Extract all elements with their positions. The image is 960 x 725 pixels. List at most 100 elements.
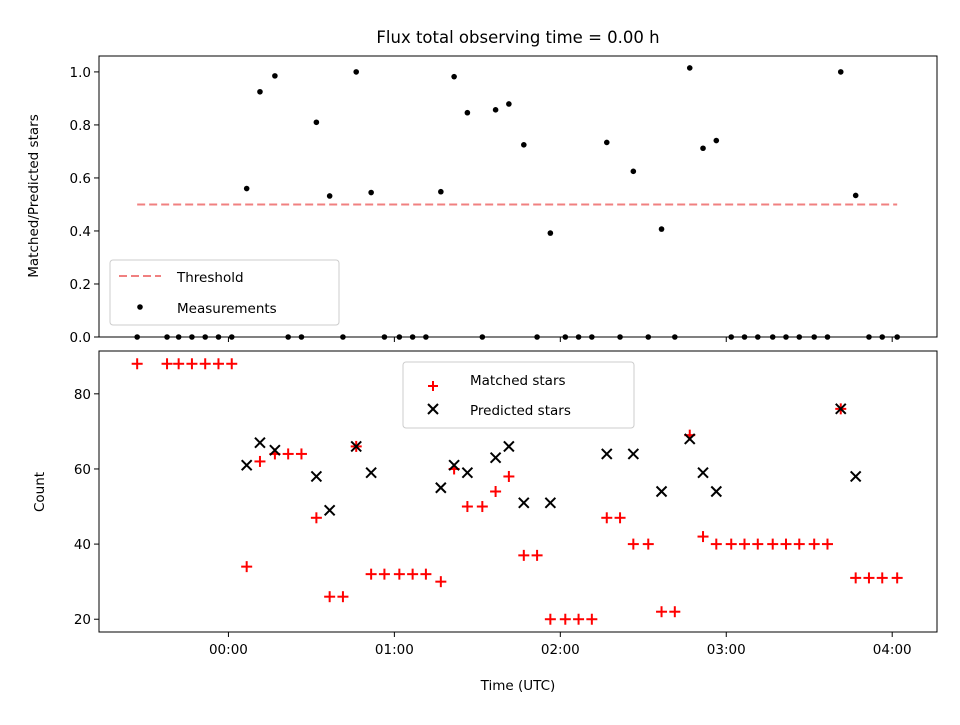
bottom-y-tick-label: 80 [74,387,91,403]
top-panel: Matched/Predicted stars 0.0 0.2 0.4 0.6 0.8 1… [26,55,938,346]
predicted-stars-point [461,467,474,479]
predicted-stars-point [448,459,460,471]
matched-stars-point [710,538,722,550]
measurement-point [353,69,360,75]
matched-stars-point [586,613,598,625]
matched-stars-point [531,549,543,561]
measurement-point [272,73,278,79]
matched-stars-point [337,591,349,603]
x-tick-label: 01:00 [375,642,414,658]
legend-matched-swatch [428,381,438,391]
measurement-point [464,109,471,116]
predicted-stars-point [435,482,447,494]
legend-matched-label: Matched stars [470,373,566,389]
predicted-stars-point [323,504,336,516]
measurement-point [451,73,457,80]
measurement-point [492,107,499,113]
matched-stars-point [601,512,613,524]
matched-stars-point [161,358,173,370]
matched-stars-point [544,613,556,625]
matched-stars-point [186,358,198,370]
predicted-stars-point [350,440,362,453]
legend-measurements-swatch [137,304,143,310]
matched-stars-point [850,572,862,584]
matched-stars-point [669,606,681,618]
matched-stars-point [241,561,253,573]
predicted-stars-point [601,448,613,460]
matched-stars-point [573,613,585,625]
top-y-tick-label: 1.0 [70,65,91,81]
predicted-stars-point [269,444,281,456]
matched-stars-point [752,538,764,550]
matched-stars-point [131,358,143,370]
matched-stars-point [365,568,377,580]
top-y-axis-label: Matched/Predicted stars [26,114,42,277]
matched-stars-point [614,512,626,524]
matched-stars-point [420,568,432,580]
bottom-y-tick-label: 40 [74,537,91,553]
matched-stars-point [199,358,211,370]
x-tick-label: 02:00 [541,642,580,658]
measurement-point [438,188,444,195]
measurement-point [603,139,610,146]
top-plot-area: 0.0 0.2 0.4 0.6 0.8 1.0 [70,55,938,346]
matched-stars-point [739,538,751,550]
matched-stars-point [254,455,266,467]
matched-stars-point [725,538,737,550]
matched-stars-point [876,572,888,584]
matched-stars-point [559,613,571,625]
matched-stars-point [503,470,515,482]
measurement-point [368,189,374,196]
measurement-point [630,168,637,175]
legend-threshold-label: Threshold [176,270,244,286]
x-tick-label: 04:00 [873,642,912,658]
measurement-point [852,192,859,199]
matched-stars-point [808,538,820,550]
matched-stars-point [793,538,805,550]
matched-stars-point [476,501,488,513]
measurement-point [547,230,554,236]
predicted-stars-point [627,448,640,460]
top-legend: Threshold Measurements [109,259,340,326]
bottom-axes-frame [98,350,938,633]
matched-stars-point [891,572,903,584]
predicted-stars-point [518,497,530,509]
matched-stars-point [642,538,654,550]
matched-stars-point [435,576,447,588]
matched-stars-point [767,538,779,550]
predicted-stars-point [655,485,668,498]
predicted-stars-point [240,459,253,471]
matched-stars-point [295,448,307,460]
measurement-point [658,226,665,232]
matched-stars-point [518,549,530,561]
bottom-y-axis-label: Count [32,472,48,512]
top-axes-frame [98,55,938,338]
predicted-stars-point [697,467,709,479]
measurement-point [313,119,320,126]
matched-stars-point [821,538,833,550]
measurement-point [257,88,263,95]
matched-stars-point [490,486,502,497]
top-y-tick-label: 0.4 [70,224,91,240]
top-y-tick-label: 0.0 [70,330,91,346]
measurement-point [521,142,527,148]
bottom-plot-area: 20 40 60 80 00:00 01:00 02:00 03:00 04:00 [74,350,938,658]
predicted-stars-point [544,497,557,509]
x-tick-label: 03:00 [707,642,746,658]
measurement-point [243,185,250,192]
predicted-stars-point [684,433,696,445]
measurement-point [686,65,693,71]
measurement-point [326,193,333,199]
bottom-legend: Matched stars Predicted stars [402,361,635,429]
predicted-stars-point [310,470,323,483]
predicted-stars-point [835,403,847,415]
chart-title: Flux total observing time = 0.00 h [376,28,659,47]
bottom-legend-box [402,361,635,429]
legend-measurements-label: Measurements [177,301,277,317]
x-axis-label: Time (UTC) [480,678,556,694]
matched-stars-point [627,538,639,550]
bottom-y-tick-label: 20 [74,612,91,628]
